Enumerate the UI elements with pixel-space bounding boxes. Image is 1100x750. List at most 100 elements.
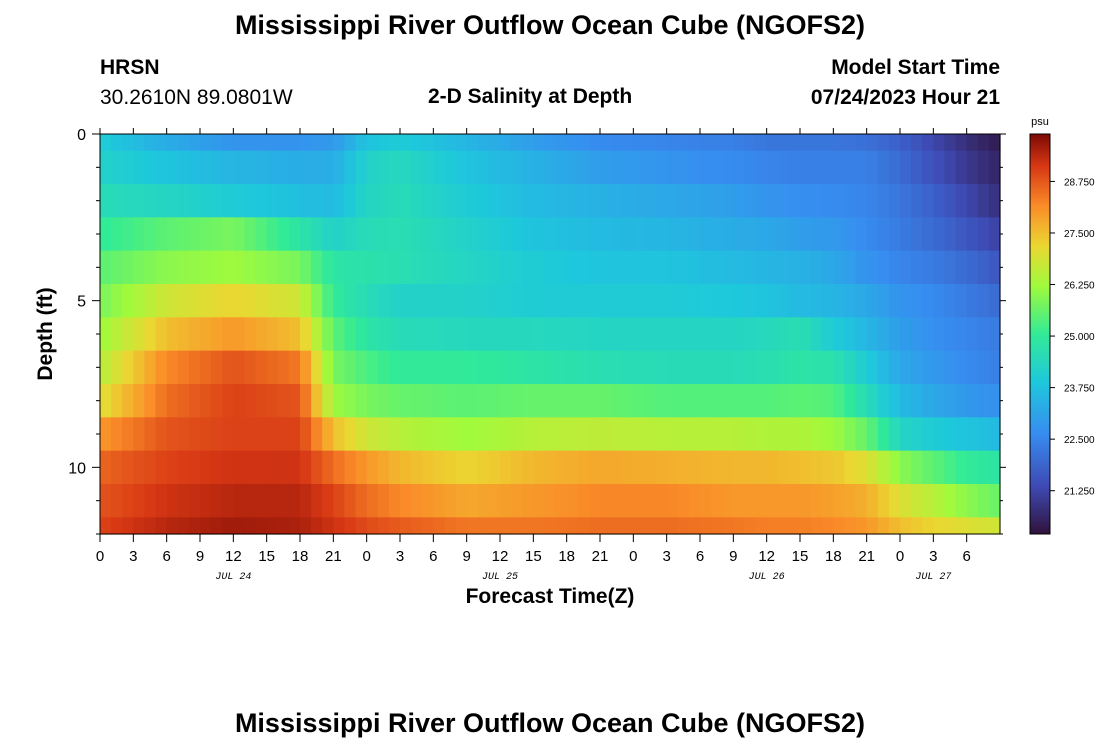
heatmap-cell (711, 284, 723, 318)
heatmap-cell (722, 250, 734, 285)
heatmap-cell (900, 384, 912, 418)
heatmap-cell (822, 284, 834, 318)
heatmap-cell (522, 384, 534, 418)
heatmap-cell (411, 484, 423, 518)
heatmap-cell (833, 384, 846, 418)
heatmap-cell (977, 317, 990, 352)
heatmap-cell (866, 317, 879, 352)
heatmap-cell (122, 284, 134, 318)
heatmap-cell (511, 450, 523, 485)
heatmap-cell (155, 284, 168, 318)
heatmap-cell (888, 134, 901, 152)
x-tick-label: 3 (929, 548, 937, 565)
heatmap-cell (111, 417, 123, 452)
heatmap-cell (577, 417, 590, 452)
heatmap-cell (700, 417, 712, 452)
heatmap-cell (633, 517, 646, 535)
heatmap-cell (477, 417, 490, 452)
heatmap-cell (677, 484, 690, 518)
heatmap-cell (755, 450, 768, 485)
heatmap-cell (755, 184, 768, 218)
heatmap-cell (544, 217, 557, 252)
heatmap-cell (188, 184, 201, 218)
heatmap-cell (366, 217, 379, 252)
heatmap-cell (955, 134, 968, 152)
heatmap-cell (422, 384, 434, 418)
heatmap-cell (577, 517, 590, 535)
heatmap-cell (133, 150, 146, 185)
heatmap-cell (333, 384, 346, 418)
heatmap-cell (655, 250, 668, 285)
heatmap-cell (366, 384, 379, 418)
heatmap-cell (588, 450, 601, 485)
heatmap-cell (266, 134, 279, 152)
heatmap-cell (555, 350, 568, 385)
colorbar-tick-label: 27.500 (1064, 229, 1095, 240)
heatmap-cell (811, 250, 823, 285)
heatmap-cell (155, 317, 168, 352)
heatmap-cell (722, 217, 734, 252)
heatmap-cell (188, 417, 201, 452)
heatmap-cell (677, 450, 690, 485)
heatmap-cell (522, 250, 534, 285)
heatmap-cell (111, 134, 123, 152)
heatmap-cell (677, 217, 690, 252)
heatmap-cell (722, 317, 734, 352)
date-label: JUL 25 (482, 572, 518, 583)
heatmap-cell (633, 317, 646, 352)
heatmap-cell (666, 517, 679, 535)
heatmap-cell (900, 417, 912, 452)
heatmap-cell (311, 284, 323, 318)
heatmap-cell (722, 384, 734, 418)
heatmap-cell (366, 134, 379, 152)
heatmap-cell (633, 217, 646, 252)
heatmap-cell (711, 184, 723, 218)
heatmap-cells (100, 134, 1001, 535)
heatmap-cell (900, 484, 912, 518)
heatmap-cell (333, 317, 346, 352)
heatmap-cell (611, 450, 623, 485)
heatmap-cell (955, 284, 968, 318)
heatmap-cell (200, 417, 212, 452)
heatmap-cell (466, 134, 479, 152)
heatmap-cell (466, 217, 479, 252)
heatmap-cell (177, 517, 190, 535)
heatmap-cell (944, 484, 957, 518)
heatmap-cell (911, 250, 923, 285)
heatmap-cell (666, 250, 679, 285)
heatmap-cell (477, 517, 490, 535)
x-tick-label: 3 (662, 548, 670, 565)
heatmap-cell (900, 150, 912, 185)
heatmap-cell (277, 484, 290, 518)
y-tick-label: 5 (77, 294, 86, 311)
x-tick-label: 18 (292, 548, 309, 565)
heatmap-cell (988, 184, 1001, 218)
heatmap-cell (722, 417, 734, 452)
heatmap-cell (488, 250, 501, 285)
heatmap-cell (955, 250, 968, 285)
y-axis-label: Depth (ft) (34, 287, 57, 380)
heatmap-cell (455, 184, 468, 218)
heatmap-cell (355, 450, 368, 485)
heatmap-cell (533, 134, 546, 152)
heatmap-cell (355, 284, 368, 318)
heatmap-cell (944, 217, 957, 252)
heatmap-cell (577, 134, 590, 152)
heatmap-cell (988, 150, 1001, 185)
heatmap-cell (511, 134, 523, 152)
heatmap-cell (477, 134, 490, 152)
heatmap-cell (277, 417, 290, 452)
heatmap-cell (966, 184, 979, 218)
heatmap-cell (466, 250, 479, 285)
heatmap-cell (188, 517, 201, 535)
heatmap-cell (511, 417, 523, 452)
heatmap-cell (244, 350, 257, 385)
heatmap-cell (544, 484, 557, 518)
heatmap-cell (400, 284, 412, 318)
heatmap-cell (633, 184, 646, 218)
heatmap-cell (955, 350, 968, 385)
heatmap-cell (833, 134, 846, 152)
heatmap-cell (966, 450, 979, 485)
heatmap-cell (755, 517, 768, 535)
heatmap-cell (377, 317, 390, 352)
